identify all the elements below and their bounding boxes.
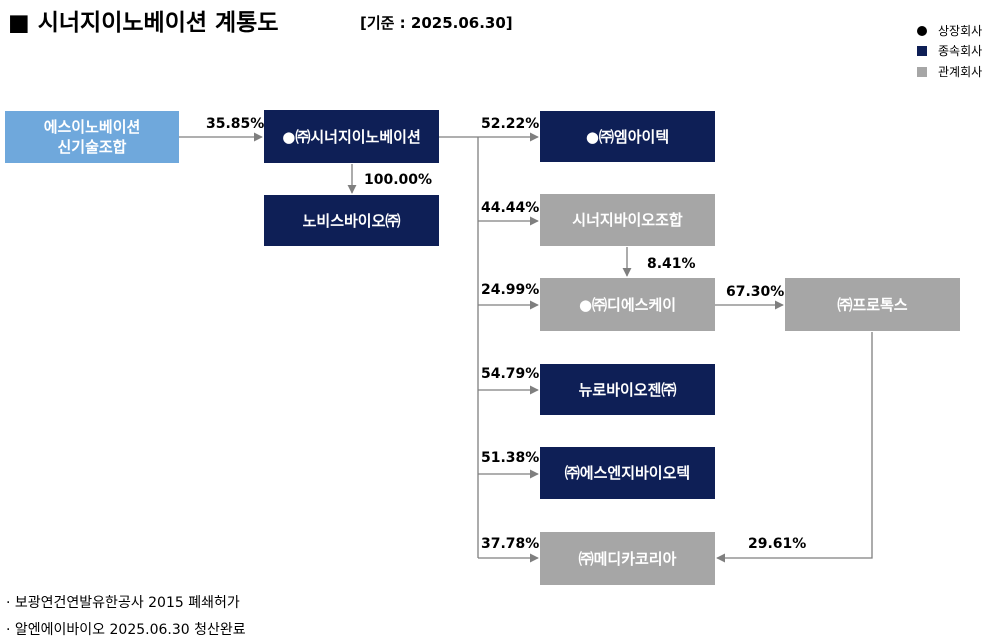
stake-esinno-synergy: 35.85% (206, 116, 265, 132)
node-dsk: ●㈜디에스케이 (540, 278, 715, 331)
edge-protox-medi (716, 332, 873, 563)
node-sj-label: ㈜에스엔지바이오텍 (564, 464, 691, 482)
node-protox: ㈜프로톡스 (785, 278, 960, 331)
node-synergybio-label: 시너지바이오조합 (572, 211, 683, 229)
node-neuro-label: 뉴로바이오젠㈜ (578, 380, 677, 399)
stake-synergy-neuro: 54.79% (481, 366, 540, 382)
node-synergybio: 시너지바이오조합 (540, 194, 715, 246)
node-novis: 노비스바이오㈜ (264, 195, 439, 246)
legend-navy-square-icon (917, 46, 927, 56)
node-dsk-label: ●㈜디에스케이 (578, 295, 677, 314)
node-synergy: ●㈜시너지이노베이션 (264, 110, 439, 163)
stake-synergy-sj: 51.38% (481, 450, 540, 466)
node-mitech-label: ●㈜엠아이텍 (585, 127, 670, 146)
stake-synergy-medi: 37.78% (481, 536, 540, 552)
node-medi: ㈜메디카코리아 (540, 532, 715, 585)
stake-synergy-dsk: 24.99% (481, 282, 540, 298)
node-mitech: ●㈜엠아이텍 (540, 111, 715, 162)
legend-gray-square-icon (917, 67, 927, 77)
node-neuro: 뉴로바이오젠㈜ (540, 364, 715, 415)
page-title: ■ 시너지이노베이션 계통도 (8, 10, 279, 36)
base-date: [기준 : 2025.06.30] (360, 14, 513, 32)
stake-dsk-protox: 67.30% (726, 284, 785, 300)
node-novis-label: 노비스바이오㈜ (302, 211, 401, 230)
stake-synergy-novis: 100.00% (364, 172, 433, 188)
legend-affiliate-label: 관계회사 (938, 65, 983, 79)
stake-synergy-synergybio: 44.44% (481, 200, 540, 216)
footnote-2: · 알엔에이바이오 2025.06.30 청산완료 (6, 622, 246, 638)
node-esinno: 에스이노베이션 신기술조합 (5, 111, 179, 163)
legend-listed-label: 상장회사 (938, 24, 983, 38)
stake-protox-medi: 29.61% (748, 536, 807, 552)
footnote-1: · 보광연건연발유한공사 2015 폐쇄허가 (6, 595, 240, 611)
node-esinno-line1: 에스이노베이션 (43, 118, 141, 136)
node-protox-label: ㈜프로톡스 (837, 295, 908, 314)
stake-synergy-mitech: 52.22% (481, 116, 540, 132)
legend-circle-icon (917, 26, 927, 36)
legend-subsidiary-label: 종속회사 (938, 44, 983, 58)
node-medi-label: ㈜메디카코리아 (578, 549, 677, 568)
stake-synergybio-dsk: 8.41% (647, 256, 696, 272)
node-sj: ㈜에스엔지바이오텍 (540, 447, 715, 499)
node-synergy-label: ●㈜시너지이노베이션 (282, 127, 421, 146)
node-esinno-line2: 신기술조합 (57, 138, 127, 156)
